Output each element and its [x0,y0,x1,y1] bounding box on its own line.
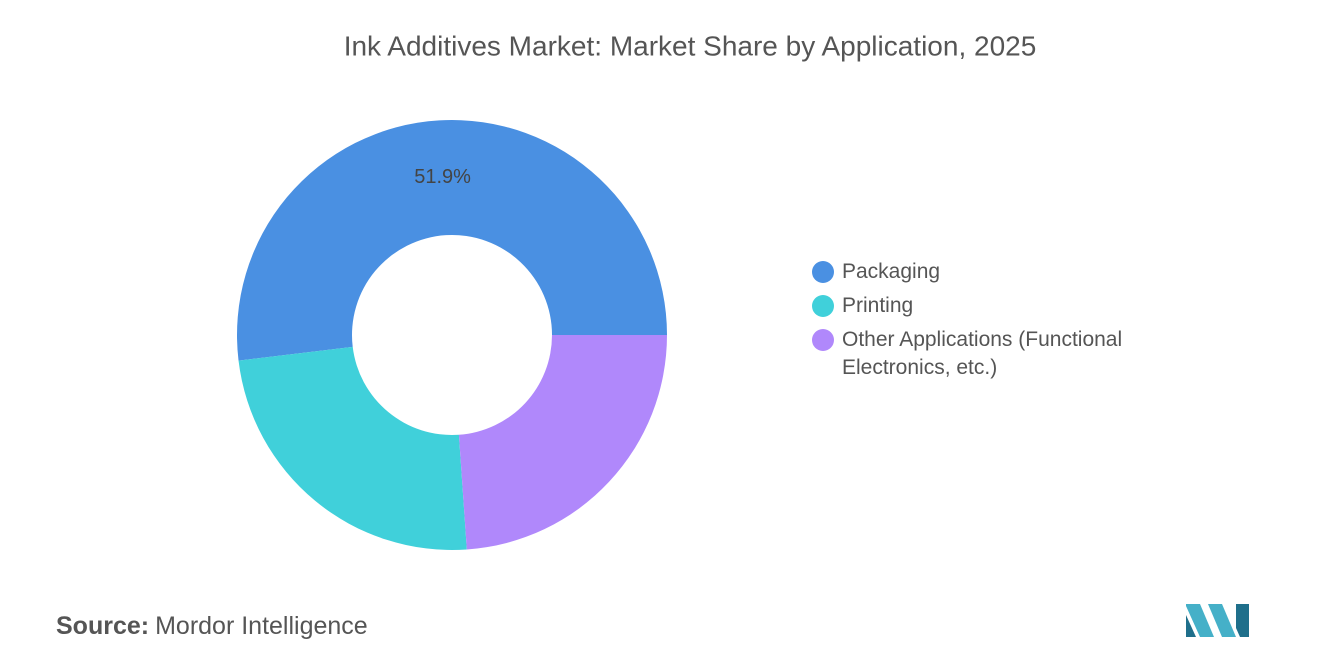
legend-label: Printing [842,294,914,317]
source-label: Source: [56,612,150,640]
legend-swatch [812,329,834,351]
legend-swatch [812,261,834,283]
data-label: 51.9% [414,166,471,188]
legend-swatch [812,295,834,317]
chart-title: Ink Additives Market: Market Share by Ap… [344,30,1037,61]
source-text: Mordor Intelligence [155,612,368,640]
legend-label: Other Applications (Functional Electroni… [842,328,1123,379]
legend-item: Other Applications (Functional Electroni… [812,326,1162,382]
donut-slice [238,346,467,550]
legend-item: Printing [812,292,1162,320]
legend: Packaging Printing Other Applications (Fun… [812,258,1162,388]
legend-label: Packaging [842,260,941,283]
legend-item: Packaging [812,258,1162,286]
source: Source: Mordor Intelligence [56,612,368,641]
logo [1186,604,1249,637]
donut-slice [237,120,667,361]
donut-slice [458,335,667,550]
